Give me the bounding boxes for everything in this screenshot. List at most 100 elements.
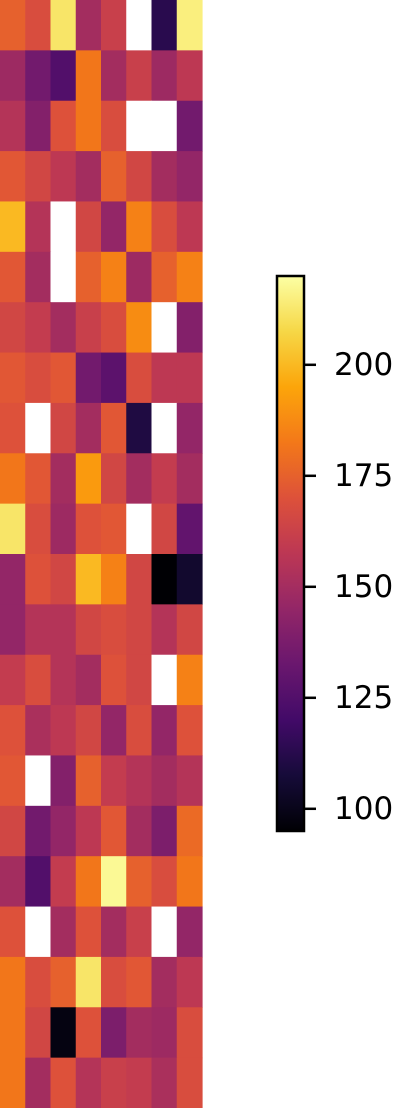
heatmap-cell <box>0 1057 26 1108</box>
heatmap-cell <box>101 805 127 857</box>
heatmap-cell <box>176 503 203 555</box>
heatmap-cell <box>75 805 102 857</box>
heatmap-cell <box>75 352 102 404</box>
heatmap-cell <box>101 755 127 807</box>
heatmap-cell <box>151 654 178 706</box>
colorbar-frame <box>275 274 306 833</box>
heatmap-cell <box>75 906 102 958</box>
heatmap-cell <box>176 151 203 203</box>
heatmap-cell <box>50 453 77 505</box>
heatmap-cell <box>25 856 52 908</box>
heatmap-cell <box>0 50 26 102</box>
heatmap-cell <box>25 151 52 203</box>
heatmap-cell <box>0 201 26 253</box>
colorbar-ticks: 100 125 150 175 200 <box>304 347 393 827</box>
heatmap-cell <box>50 100 77 152</box>
heatmap-cell <box>50 856 77 908</box>
heatmap-cell <box>50 503 77 555</box>
heatmap-cell <box>126 604 153 656</box>
heatmap-cell <box>25 1057 52 1108</box>
heatmap-cell <box>25 604 52 656</box>
heatmap-cell <box>101 151 127 203</box>
heatmap-cell <box>151 805 178 857</box>
heatmap-cell <box>75 856 102 908</box>
heatmap-cell <box>50 402 77 454</box>
heatmap-cell <box>0 251 26 303</box>
heatmap-cell <box>75 302 102 354</box>
heatmap-cell <box>75 453 102 505</box>
heatmap-cell <box>176 100 203 152</box>
heatmap-cell <box>50 50 77 102</box>
colorbar-tick-label: 175 <box>334 458 393 494</box>
heatmap-cell <box>50 302 77 354</box>
heatmap-cell <box>176 0 203 51</box>
heatmap-cell <box>126 50 153 102</box>
heatmap-cell <box>176 251 203 303</box>
heatmap-cell <box>151 906 178 958</box>
heatmap-cell <box>50 956 77 1008</box>
heatmap-cell <box>176 805 203 857</box>
heatmap-cell <box>50 805 77 857</box>
heatmap-cell <box>50 352 77 404</box>
heatmap-cell <box>176 906 203 958</box>
heatmap-cell <box>50 201 77 253</box>
heatmap-cell <box>0 100 26 152</box>
colorbar-tick-label: 125 <box>334 680 393 716</box>
heatmap-cell <box>101 654 127 706</box>
heatmap-cell <box>50 705 77 757</box>
heatmap-cell <box>50 604 77 656</box>
heatmap-cell <box>151 151 178 203</box>
heatmap-cell <box>0 453 26 505</box>
heatmap-cell <box>50 1007 77 1059</box>
colorbar: 100 125 150 175 200 <box>275 274 393 833</box>
heatmap-cell <box>50 554 77 605</box>
heatmap-cell <box>151 251 178 303</box>
heatmap-cell <box>151 50 178 102</box>
heatmap-cell <box>101 906 127 958</box>
colorbar-tick-label: 150 <box>334 569 393 605</box>
heatmap-cell <box>151 302 178 354</box>
heatmap-cell <box>25 0 52 51</box>
heatmap-cell <box>0 755 26 807</box>
heatmap-cell <box>50 755 77 807</box>
heatmap-cell <box>126 302 153 354</box>
heatmap-cell <box>50 251 77 303</box>
heatmap-cell <box>126 654 153 706</box>
heatmap-cell <box>25 956 52 1008</box>
heatmap-cell <box>0 956 26 1008</box>
heatmap-cell <box>0 302 26 354</box>
heatmap-cell <box>25 755 52 807</box>
heatmap-cell <box>75 201 102 253</box>
heatmap-cell <box>75 251 102 303</box>
heatmap-cell <box>126 554 153 605</box>
heatmap-cell <box>101 956 127 1008</box>
heatmap-cell <box>101 1007 127 1059</box>
heatmap-cell <box>176 302 203 354</box>
heatmap-cell <box>176 402 203 454</box>
heatmap-cell <box>101 503 127 555</box>
heatmap-cell <box>101 856 127 908</box>
heatmap-cell <box>151 856 178 908</box>
heatmap-cell <box>0 554 26 605</box>
heatmap-cell <box>151 453 178 505</box>
heatmap-cell <box>176 554 203 605</box>
heatmap-cell <box>151 402 178 454</box>
heatmap-cell <box>0 805 26 857</box>
heatmap-cell <box>25 654 52 706</box>
heatmap-cell <box>151 956 178 1008</box>
heatmap-cell <box>151 755 178 807</box>
heatmap-cell <box>176 50 203 102</box>
heatmap-cell <box>126 503 153 555</box>
heatmap-cell <box>151 352 178 404</box>
heatmap-cell <box>0 604 26 656</box>
heatmap-cell <box>101 251 127 303</box>
heatmap-cell <box>176 705 203 757</box>
heatmap-cell <box>25 453 52 505</box>
heatmap-cell <box>25 50 52 102</box>
heatmap-cell <box>25 1007 52 1059</box>
heatmap-cell <box>101 604 127 656</box>
heatmap-cell <box>126 352 153 404</box>
heatmap-cell <box>0 1007 26 1059</box>
heatmap-cell <box>126 402 153 454</box>
